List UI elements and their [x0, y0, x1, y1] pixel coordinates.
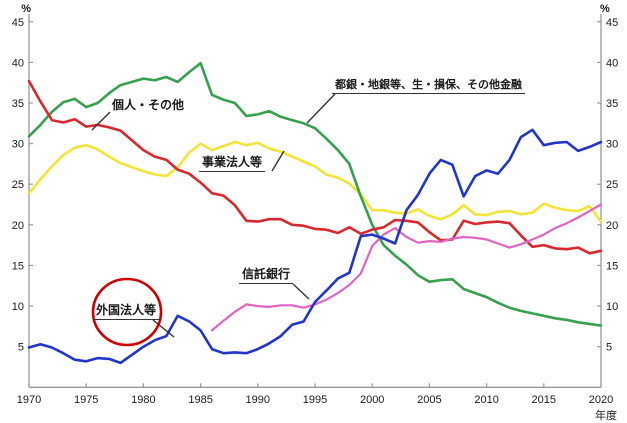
y-tick-label-left: 45 [12, 17, 24, 29]
y-tick-label-left: 20 [12, 220, 24, 232]
label-individuals-others: 個人・その他 [112, 98, 185, 112]
x-tick-label: 2010 [474, 394, 498, 406]
x-tick-label: 1985 [188, 394, 212, 406]
x-axis-ticks: 1970 1975 1980 1985 1990 1995 2000 2005 2010 2015… [17, 383, 617, 422]
series-line-trust-banks [210, 203, 603, 332]
y-tick-label-left: 25 [12, 179, 24, 191]
x-tick-label: 1975 [74, 394, 98, 406]
x-tick-label: 1970 [17, 394, 41, 406]
axes [28, 14, 602, 388]
y-axis-unit-right: % [600, 3, 610, 15]
x-tick-label: 2020 [589, 394, 613, 406]
y-tick-label-right: 10 [606, 301, 618, 313]
y-tick-label-right: 35 [606, 98, 618, 110]
y-tick-label-right: 30 [606, 139, 618, 151]
y-axis-unit-left: % [21, 3, 31, 15]
x-tick-label: 1990 [246, 394, 270, 406]
annotation-marks [91, 93, 336, 347]
annotation-leader-line [306, 93, 336, 124]
x-tick-label: 2005 [417, 394, 441, 406]
y-tick-label-right: 5 [606, 342, 612, 354]
y-tick-label-left: 35 [12, 98, 24, 110]
annotation-leader-line [271, 150, 285, 172]
y-tick-label-left: 5 [18, 342, 24, 354]
x-tick-label: 2000 [360, 394, 384, 406]
x-axis-unit: 年度 [595, 408, 617, 422]
foreign-label-highlight-circle [91, 277, 163, 347]
y-tick-label-right: 40 [606, 57, 618, 69]
x-tick-label: 1995 [303, 394, 327, 406]
x-tick-label: 2015 [532, 394, 556, 406]
y-tick-label-right: 15 [606, 260, 618, 272]
y-tick-label-right: 20 [606, 220, 618, 232]
label-business-corporations: 事業法人等 [199, 155, 266, 173]
y-tick-label-left: 30 [12, 139, 24, 151]
series-line-individuals-others [27, 79, 603, 255]
series-line-business-corporations [27, 140, 603, 223]
label-trust-banks: 信託銀行 [239, 267, 294, 285]
y-tick-label-right: 45 [606, 17, 618, 29]
y-tick-label-left: 40 [12, 57, 24, 69]
y-tick-label-right: 25 [606, 179, 618, 191]
annotation-leader-line [152, 319, 175, 338]
series-line-foreign-corporations [27, 128, 603, 365]
y-axis-ticks: 5 5 10 10 15 15 20 20 25 25 30 30 35 35 40 40 45 45%% [12, 3, 619, 354]
label-foreign-corporations: 外国法人等 [93, 303, 160, 321]
series-line-banks-insurers-other-financial [27, 61, 603, 327]
annotation-leader-line [91, 111, 111, 131]
y-tick-label-left: 15 [12, 260, 24, 272]
label-banks-insurers-other-financial: 都銀・地銀等、生・損保、その他金融 [332, 79, 525, 95]
x-tick-label: 1980 [131, 394, 155, 406]
annotation-leader-line [292, 283, 310, 300]
y-tick-label-left: 10 [12, 301, 24, 313]
